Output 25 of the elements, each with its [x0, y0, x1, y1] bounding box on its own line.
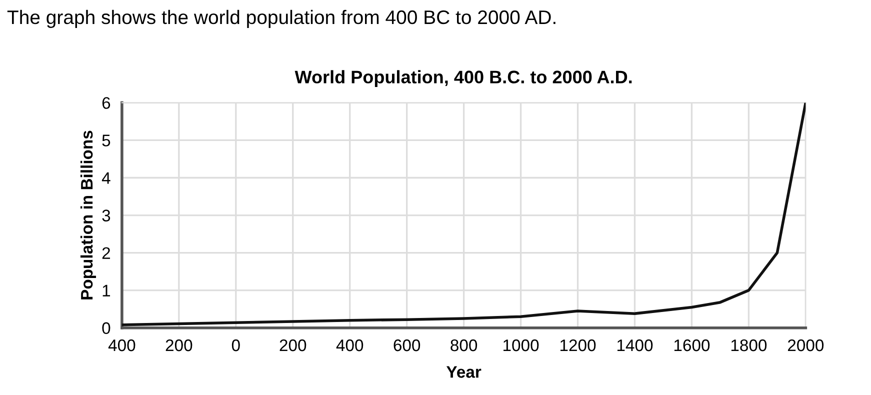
y-tick-label: 5 [102, 134, 110, 146]
x-tick-label: 200 [280, 339, 306, 352]
x-tick-label: 1400 [617, 339, 653, 352]
x-tick-label: 200 [166, 339, 192, 352]
x-tick-label: 800 [450, 339, 478, 352]
x-tick-label: 1600 [674, 339, 710, 352]
x-tick-label: 400 [108, 339, 136, 352]
x-tick-label: 600 [394, 339, 420, 352]
x-tick-label: 1000 [504, 339, 539, 352]
line-series [122, 102, 806, 326]
x-tick-label: 2000 [788, 339, 824, 352]
y-tick-label: 1 [102, 284, 110, 296]
y-tick-label: 3 [102, 210, 110, 222]
text: The graph shows the world population from 400 BC to 2000 AD. [7, 10, 556, 28]
y-tick-label: 4 [102, 172, 110, 184]
x-tick-label: 0 [232, 339, 240, 352]
y-tick-label: 6 [102, 97, 110, 109]
x-tick-label: 1800 [731, 339, 767, 352]
x-axis-title: Year [446, 366, 482, 378]
chart-title: World Population, 400 B.C. to 2000 A.D. [294, 70, 632, 87]
x-tick-label: 1200 [560, 339, 596, 352]
y-axis-title: Population in Billions [80, 130, 96, 300]
x-tick-label: 400 [336, 339, 364, 352]
y-tick-label: 0 [102, 322, 110, 334]
y-tick-label: 2 [102, 247, 110, 259]
